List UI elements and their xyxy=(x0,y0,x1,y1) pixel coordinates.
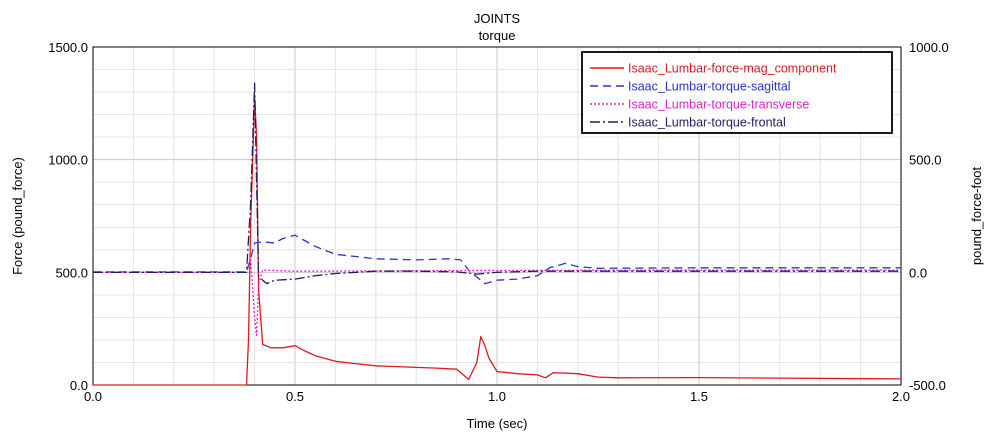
y-left-tick-label: 500.0 xyxy=(55,265,88,280)
legend-box xyxy=(581,51,893,134)
y-left-axis-label: Force (pound_force) xyxy=(10,157,25,275)
series-layer xyxy=(93,82,902,386)
chart-subtitle: torque xyxy=(479,28,516,43)
x-tick-label: 1.5 xyxy=(690,389,708,404)
series-line-3 xyxy=(93,258,901,337)
x-tick-label: 0.5 xyxy=(286,389,304,404)
y-left-tick-label: 0.0 xyxy=(70,378,88,393)
x-axis-label: Time (sec) xyxy=(467,416,528,431)
y-right-tick-label: 500.0 xyxy=(909,153,942,168)
legend-label: Isaac_Lumbar-force-mag_component xyxy=(628,62,837,76)
legend-label: Isaac_Lumbar-torque-sagittal xyxy=(628,80,791,94)
series-line-2 xyxy=(93,234,901,285)
chart-title: JOINTS xyxy=(474,11,521,26)
tick-labels: 0.0 0.5 1.0 1.5 2.0 0.0 500.0 1000.0 1500.0 -500.… xyxy=(48,40,949,404)
y-right-axis-label: pound_force-foot xyxy=(969,166,984,265)
x-tick-label: 2.0 xyxy=(892,389,910,404)
legend: Isaac_Lumbar-force-mag_component Isaac_Lu… xyxy=(581,51,893,134)
legend-label: Isaac_Lumbar-torque-transverse xyxy=(628,98,809,112)
y-left-tick-label: 1000.0 xyxy=(48,153,88,168)
y-right-tick-label: -500.0 xyxy=(909,378,946,393)
legend-label: Isaac_Lumbar-torque-frontal xyxy=(628,116,786,130)
plot-area-frame xyxy=(92,46,902,386)
y-left-tick-label: 1500.0 xyxy=(48,40,88,55)
y-right-tick-label: 1000.0 xyxy=(909,40,949,55)
x-tick-label: 1.0 xyxy=(488,389,506,404)
x-tick-label: 0.0 xyxy=(84,389,102,404)
y-right-tick-label: 0.0 xyxy=(909,265,927,280)
series-line-4 xyxy=(93,82,901,285)
